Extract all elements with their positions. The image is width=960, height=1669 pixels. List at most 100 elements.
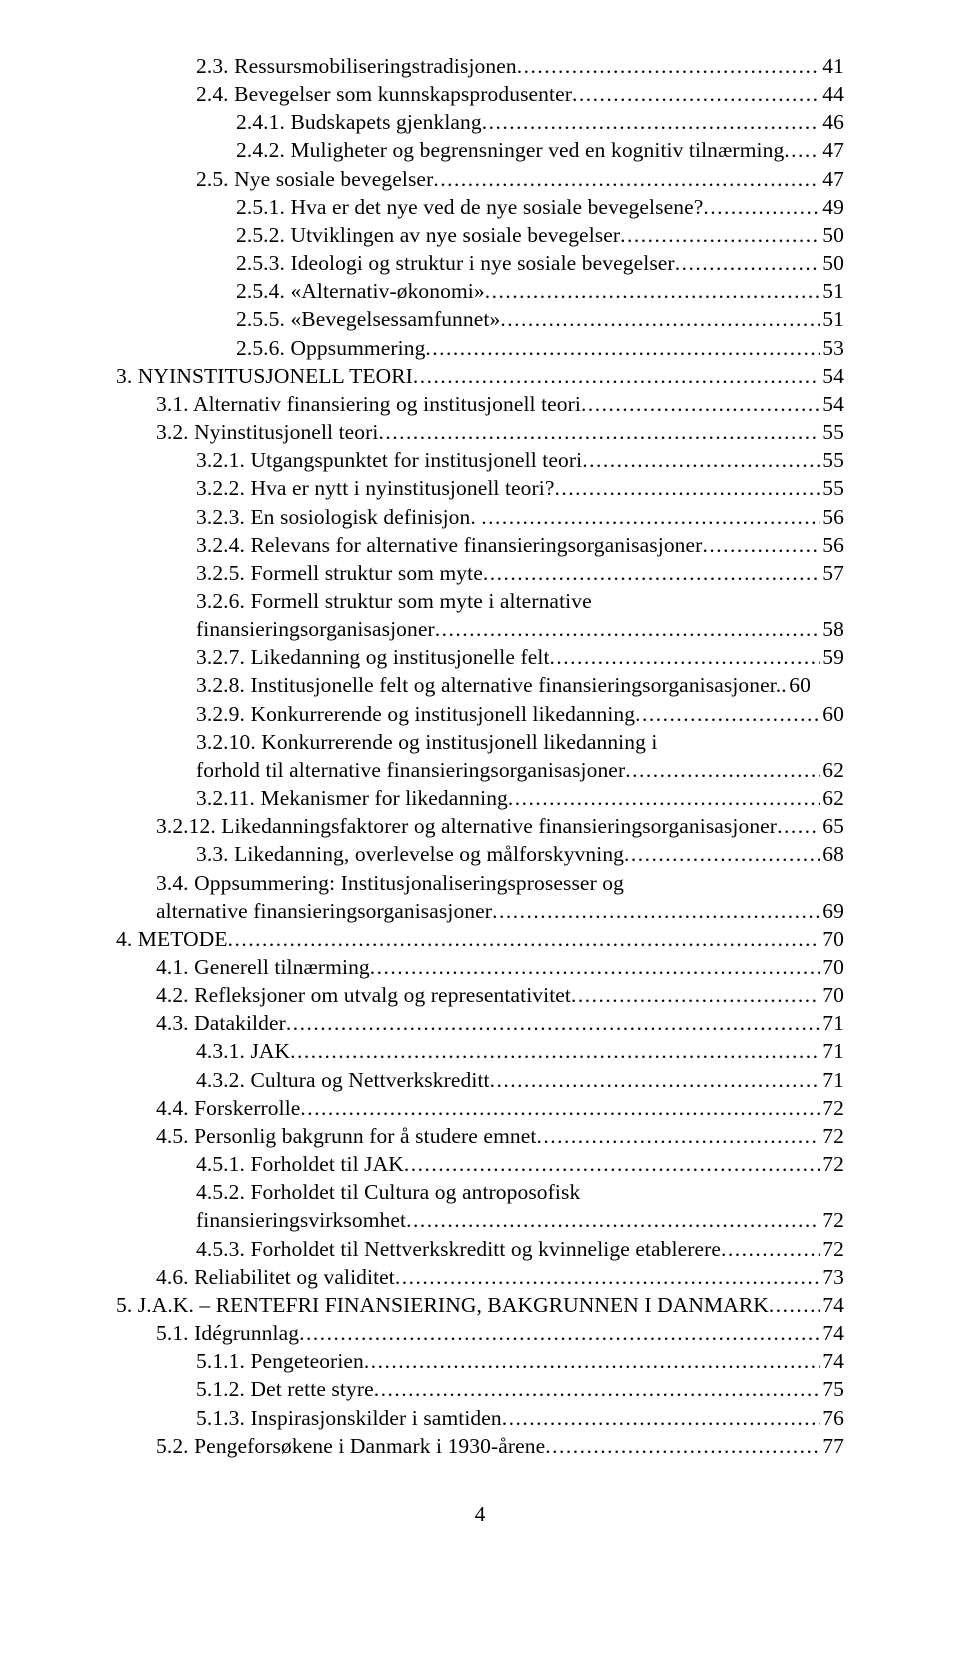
toc-leader — [492, 897, 820, 925]
toc-entry: 3.2.2. Hva er nytt i nyinstitusjonell te… — [116, 474, 844, 502]
toc-entry-page: 47 — [820, 165, 844, 193]
toc-entry: 5.1.2. Det rette styre 75 — [116, 1375, 844, 1403]
toc-entry: 4.5. Personlig bakgrunn for å studere em… — [116, 1122, 844, 1150]
toc-entry: 5. J.A.K. – RENTEFRI FINANSIERING, BAKGR… — [116, 1291, 844, 1319]
toc-entry-title-cont: alternative finansieringsorganisasjoner — [156, 897, 492, 925]
toc-entry-title: 2.4.1. Budskapets gjenklang — [236, 108, 482, 136]
toc-entry-title: 4.6. Reliabilitet og validitet — [156, 1263, 395, 1291]
toc-leader — [435, 615, 821, 643]
toc-leader — [290, 1037, 820, 1065]
toc-leader — [425, 334, 820, 362]
toc-entry-title: 2.5.6. Oppsummering — [236, 334, 425, 362]
toc-entry-page: 72 — [820, 1235, 844, 1263]
toc-entry-page: 74 — [820, 1347, 844, 1375]
toc-entry: 3.2.9. Konkurrerende og institusjonell l… — [116, 700, 844, 728]
toc-entry: 4.5.3. Forholdet til Nettverkskreditt og… — [116, 1235, 844, 1263]
toc-entry: 2.5. Nye sosiale bevegelser47 — [116, 165, 844, 193]
toc-leader — [490, 1066, 821, 1094]
toc-leader — [550, 643, 821, 671]
toc-entry-page: 57 — [820, 559, 844, 587]
toc-entry: 3.2.3. En sosiologisk definisjon. 56 — [116, 503, 844, 531]
toc-entry-page: 60 — [820, 700, 844, 728]
toc-leader — [777, 812, 820, 840]
toc-leader — [703, 193, 820, 221]
toc-entry-title: 3.4. Oppsummering: Institusjonaliserings… — [156, 869, 624, 897]
toc-entry: 4.3. Datakilder71 — [116, 1009, 844, 1037]
page-number: 4 — [116, 1502, 844, 1527]
toc-entry-title: 5. J.A.K. – RENTEFRI FINANSIERING, BAKGR… — [116, 1291, 769, 1319]
toc-entry-line2: finansieringsorganisasjoner58 — [116, 615, 844, 643]
toc-entry-line1: 3.2.6. Formell struktur som myte i alter… — [116, 587, 844, 615]
toc-entry-title: 3.2.1. Utgangspunktet for institusjonell… — [196, 446, 582, 474]
toc-leader — [635, 700, 820, 728]
toc-entry-title: 5.1.2. Det rette styre — [196, 1375, 374, 1403]
toc-entry-title: 4.5.2. Forholdet til Cultura og antropos… — [196, 1178, 580, 1206]
toc-entry-title: 3.2.11. Mekanismer for likedanning — [196, 784, 508, 812]
toc-entry-title-cont: finansierings­virksomhet — [196, 1206, 406, 1234]
toc-entry-page: 59 — [820, 643, 844, 671]
toc-entry-page: 50 — [820, 249, 844, 277]
toc-entry: 2.4.1. Budskapets gjenklang46 — [116, 108, 844, 136]
toc-entry-line2: finansierings­virksomhet72 — [116, 1206, 844, 1234]
toc-entry: 3.2.12. Likedanningsfaktorer og alternat… — [116, 812, 844, 840]
toc-entry-page: 71 — [820, 1066, 844, 1094]
toc-entry-title: 2.5.2. Utviklingen av nye sosiale bevege… — [236, 221, 620, 249]
toc-page: 2.3. Ressursmobiliseringstradisjonen412.… — [0, 0, 960, 1567]
toc-entry: 4. METODE 70 — [116, 925, 844, 953]
toc-entry: 3.2.4. Relevans for alternative finansie… — [116, 531, 844, 559]
toc-entry-title: 3.2.5. Formell struktur som myte — [196, 559, 483, 587]
toc-leader — [675, 249, 821, 277]
toc-leader — [625, 756, 820, 784]
toc-entry-title: 3.2.9. Konkurrerende og institusjonell l… — [196, 700, 635, 728]
toc-entry-title: 5.1.1. Pengeteorien — [196, 1347, 364, 1375]
toc-entry-page: 62 — [820, 756, 844, 784]
toc-entry-title: 4. METODE — [116, 925, 228, 953]
toc-leader — [433, 165, 820, 193]
toc-entry-page: 75 — [820, 1375, 844, 1403]
toc-entry: 4.3.1. JAK71 — [116, 1037, 844, 1065]
toc-entry-page: 72 — [820, 1150, 844, 1178]
toc-leader — [485, 277, 821, 305]
toc-entry-page: 70 — [820, 981, 844, 1009]
toc-leader — [517, 52, 821, 80]
toc-entry-title: 2.4. Bevegelser som kunnskapsprodusenter — [196, 80, 572, 108]
toc-leader — [545, 1432, 820, 1460]
toc-entry-title: 4.2. Refleksjoner om utvalg og represent… — [156, 981, 571, 1009]
toc-entry-page: 55 — [820, 474, 844, 502]
table-of-contents: 2.3. Ressursmobiliseringstradisjonen412.… — [116, 52, 844, 1460]
toc-entry-title: 4.3. Datakilder — [156, 1009, 286, 1037]
toc-entry: 3.2.11. Mekanismer for likedanning 62 — [116, 784, 844, 812]
toc-entry-page: 47 — [820, 136, 844, 164]
toc-entry-page: 50 — [820, 221, 844, 249]
toc-entry: 5.1.3. Inspirasjonskilder i samtiden76 — [116, 1404, 844, 1432]
toc-entry-page: 70 — [820, 925, 844, 953]
toc-entry-page: 77 — [820, 1432, 844, 1460]
toc-leader — [370, 953, 821, 981]
toc-leader — [571, 981, 820, 1009]
toc-entry-title: 2.4.2. Muligheter og begrensninger ved e… — [236, 136, 784, 164]
toc-entry-title: 4.5.1. Forholdet til JAK — [196, 1150, 404, 1178]
toc-entry: 3.1. Alternativ finansiering og institus… — [116, 390, 844, 418]
toc-leader — [555, 474, 821, 502]
toc-entry-title: 3.2.6. Formell struktur som myte i alter… — [196, 587, 592, 615]
toc-leader — [500, 305, 820, 333]
toc-entry-page: 68 — [820, 840, 844, 868]
toc-entry-title: 5.1.3. Inspirasjonskilder i samtiden — [196, 1404, 502, 1432]
toc-entry: 3.2.8. Institusjonelle felt og alternati… — [116, 671, 844, 699]
toc-entry: 4.2. Refleksjoner om utvalg og represent… — [116, 981, 844, 1009]
toc-entry-line2: forhold til alternative finansieringsorg… — [116, 756, 844, 784]
toc-leader — [374, 1375, 821, 1403]
toc-entry-title: 3.2.12. Likedanningsfaktorer og alternat… — [156, 812, 777, 840]
toc-entry-title: 3.2.3. En sosiologisk definisjon. — [196, 503, 481, 531]
toc-entry: 3. NYINSTITUSJONELL TEORI54 — [116, 362, 844, 390]
toc-leader — [624, 840, 820, 868]
toc-entry: 2.3. Ressursmobiliseringstradisjonen41 — [116, 52, 844, 80]
toc-entry: 3.2.5. Formell struktur som myte 57 — [116, 559, 844, 587]
toc-leader — [299, 1319, 820, 1347]
toc-leader — [721, 1235, 820, 1263]
toc-leader — [536, 1122, 820, 1150]
toc-entry: 5.1.1. Pengeteorien 74 — [116, 1347, 844, 1375]
toc-entry-page: 62 — [820, 784, 844, 812]
toc-entry: 2.5.1. Hva er det nye ved de nye sosiale… — [116, 193, 844, 221]
toc-entry: 4.6. Reliabilitet og validitet73 — [116, 1263, 844, 1291]
